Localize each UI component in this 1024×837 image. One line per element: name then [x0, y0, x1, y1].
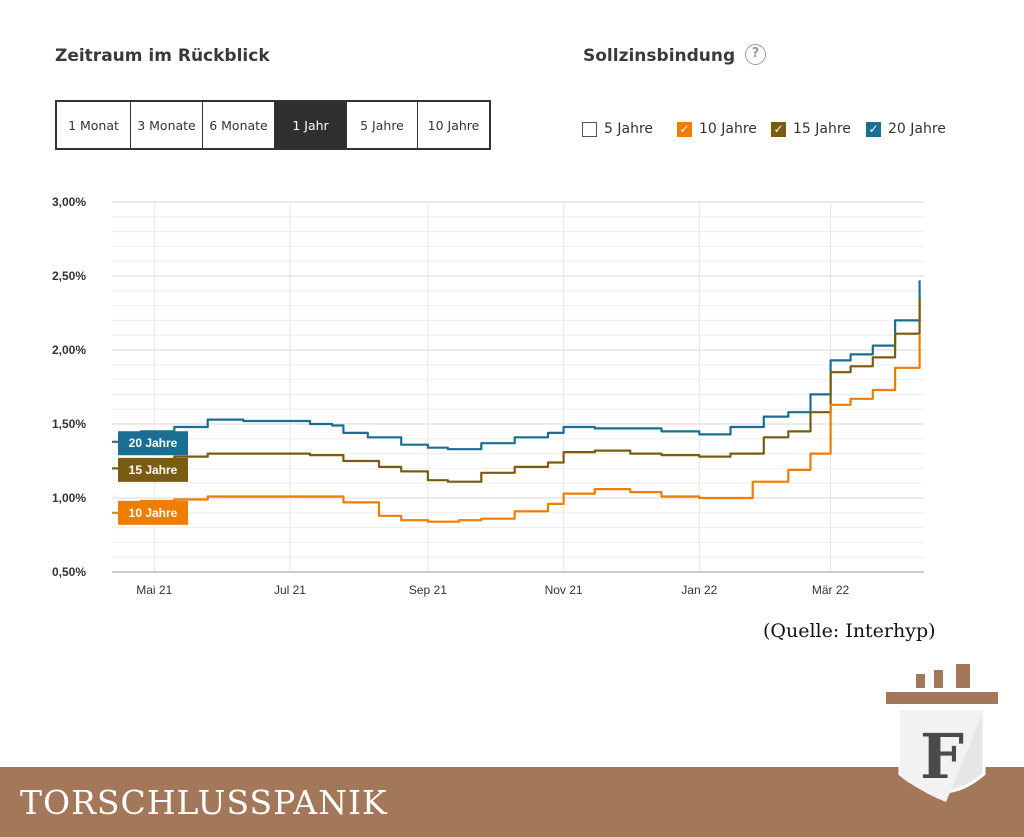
series-line-20-jahre [112, 280, 921, 451]
period-selector: 1 Monat 3 Monate 6 Monate 1 Jahr 5 Jahre… [55, 100, 491, 150]
x-tick-label: Jan 22 [681, 583, 717, 597]
checkbox-10-jahre[interactable]: ✓ [677, 121, 692, 137]
series-badge [118, 431, 188, 456]
series-line-15-jahre [112, 298, 921, 483]
logo-letter: F [920, 720, 964, 793]
legend-label-15-jahre: 15 Jahre [793, 121, 851, 137]
period-1-jahr-button[interactable]: 1 Jahr [275, 102, 347, 148]
period-section-title: Zeitraum im Rückblick [55, 46, 270, 66]
x-tick-label: Mai 21 [136, 583, 172, 597]
footer-banner [0, 767, 1024, 837]
x-tick-label: Jul 21 [274, 583, 306, 597]
period-10-jahre-button[interactable]: 10 Jahre [418, 102, 489, 148]
y-tick-label: 2,50% [52, 269, 86, 283]
banner-title: TORSCHLUSSPANIK [20, 783, 388, 822]
period-3-monate-button[interactable]: 3 Monate [131, 102, 203, 148]
fixation-section-title: Sollzinsbindung [583, 46, 736, 66]
y-tick-label: 2,00% [52, 343, 86, 357]
period-5-jahre-button[interactable]: 5 Jahre [347, 102, 418, 148]
legend-label-20-jahre: 20 Jahre [888, 121, 946, 137]
series-badge-label: 10 Jahre [129, 506, 178, 520]
checkbox-5-jahre[interactable] [582, 121, 597, 137]
interest-rate-chart: Mai 21 Jul 21 Sep 21 Nov 21 Jan 22 Mär 22 3,00… [52, 195, 924, 597]
series-badge [118, 500, 188, 525]
y-tick-label: 0,50% [52, 565, 86, 579]
legend-item-15-jahre[interactable]: ✓ 15 Jahre [771, 121, 851, 137]
legend-label-10-jahre: 10 Jahre [699, 121, 757, 137]
series-badge-label: 15 Jahre [129, 463, 178, 477]
y-tick-label: 3,00% [52, 195, 86, 209]
x-tick-label: Nov 21 [545, 583, 583, 597]
legend-label-5-jahre: 5 Jahre [604, 121, 653, 137]
y-tick-label: 1,50% [52, 417, 86, 431]
source-note: (Quelle: Interhyp) [763, 620, 936, 642]
period-1-monat-button[interactable]: 1 Monat [57, 102, 131, 148]
x-tick-label: Sep 21 [409, 583, 447, 597]
x-tick-label: Mär 22 [812, 583, 850, 597]
checkbox-15-jahre[interactable]: ✓ [771, 121, 786, 137]
legend-item-5-jahre[interactable]: 5 Jahre [582, 121, 653, 137]
y-tick-label: 1,00% [52, 491, 86, 505]
legend-item-10-jahre[interactable]: ✓ 10 Jahre [677, 121, 757, 137]
series-line-10-jahre [112, 335, 921, 523]
question-circle-icon[interactable]: ? [745, 44, 766, 65]
legend-item-20-jahre[interactable]: ✓ 20 Jahre [866, 121, 946, 137]
series-badge [118, 457, 188, 482]
period-6-monate-button[interactable]: 6 Monate [203, 102, 275, 148]
f-shield-logo: F [886, 664, 998, 802]
checkbox-20-jahre[interactable]: ✓ [866, 121, 881, 137]
series-badge-label: 20 Jahre [129, 436, 178, 450]
